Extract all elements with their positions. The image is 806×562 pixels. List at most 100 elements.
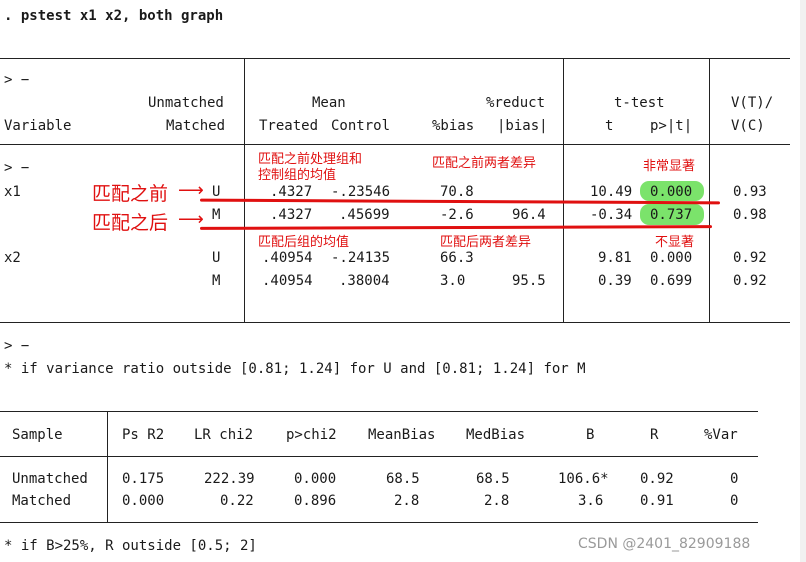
bt-cell: 0.92: [640, 471, 674, 487]
header-mean: Mean: [312, 95, 346, 111]
annotation-mean-note-1: 匹配之前处理组和: [258, 152, 363, 167]
bt-header-meanbias: MeanBias: [368, 427, 436, 443]
header-p: p>|t|: [650, 118, 693, 134]
annotation-very-significant: 非常显著: [643, 159, 696, 174]
row-p: 0.000: [650, 250, 693, 266]
row-bias: -2.6: [440, 207, 474, 223]
header-separator: [0, 144, 790, 145]
bt-cell: 2.8: [394, 493, 420, 509]
col-divider-1: [244, 58, 245, 322]
row-p: 0.737: [650, 207, 693, 223]
bt-header-r: R: [650, 427, 659, 443]
command-line: . pstest x1 x2, both graph: [4, 8, 224, 24]
row-bias: 70.8: [440, 184, 474, 200]
row-control: .45699: [339, 207, 390, 223]
bottom-table-bottom-border: [0, 522, 758, 523]
bt-cell: 0.000: [294, 471, 337, 487]
row-v: 0.98: [733, 207, 767, 223]
bt-cell: 0.896: [294, 493, 337, 509]
bt-cell: 68.5: [386, 471, 420, 487]
header-control: Control: [331, 118, 391, 134]
variance-ratio-note: * if variance ratio outside [0.81; 1.24]…: [4, 361, 586, 377]
bt-cell: 2.8: [484, 493, 510, 509]
highlight-p-after: [640, 204, 704, 225]
annotation-after-match: 匹配之后: [92, 212, 169, 234]
header-pct-reduct: %reduct: [486, 95, 546, 111]
annotation-before-match: 匹配之前: [92, 183, 169, 205]
bt-cell: 3.6: [578, 493, 604, 509]
prompt-3: > −: [4, 338, 30, 354]
annotation-mean-after: 匹配后组的均值: [258, 235, 350, 250]
prompt-1: > −: [4, 72, 30, 88]
underline-after-match: [199, 225, 713, 230]
header-matched: Matched: [166, 118, 226, 134]
row-t: -0.34: [590, 207, 633, 223]
annotation-diff-after: 匹配后两者差异: [440, 235, 532, 250]
row-treated: .4327: [270, 207, 313, 223]
arrow-right-icon: ⟶: [178, 180, 204, 201]
col-divider-3: [709, 58, 710, 322]
underline-before-match: [199, 198, 721, 205]
header-unmatched: Unmatched: [148, 95, 224, 111]
row-p: 0.699: [650, 273, 693, 289]
table-top-border: [0, 58, 790, 59]
bt-cell: 68.5: [476, 471, 510, 487]
annotation-mean-note-2: 控制组的均值: [258, 168, 337, 183]
row-t: 10.49: [590, 184, 633, 200]
bottom-table-header-separator: [0, 456, 758, 457]
row-var: x1: [4, 184, 21, 200]
bt-header-pct-var: %Var: [704, 427, 738, 443]
bt-header-sample: Sample: [12, 427, 63, 443]
bt-cell: 0.000: [122, 493, 165, 509]
bottom-col-divider: [107, 411, 108, 522]
header-treated: Treated: [259, 118, 319, 134]
header-pct-bias: %bias: [432, 118, 475, 134]
row-var: x2: [4, 250, 21, 266]
scrollbar[interactable]: [800, 0, 806, 562]
row-reduct: 95.5: [512, 273, 546, 289]
row-sample: U: [212, 250, 221, 266]
header-t: t: [605, 118, 614, 134]
bt-cell: Matched: [12, 493, 72, 509]
row-bias: 3.0: [440, 273, 466, 289]
row-sample: U: [212, 184, 221, 200]
bt-cell: 0: [730, 471, 739, 487]
header-vt: V(T)/: [731, 95, 774, 111]
header-ttest: t-test: [614, 95, 665, 111]
row-control: .38004: [339, 273, 390, 289]
header-variable: Variable: [4, 118, 72, 134]
bt-header-ps-r2: Ps R2: [122, 427, 165, 443]
bt-cell: 0.175: [122, 471, 165, 487]
annotation-diff-before: 匹配之前两者差异: [432, 156, 537, 171]
bt-cell: 222.39: [204, 471, 255, 487]
row-sample: M: [212, 207, 221, 223]
row-treated: .40954: [262, 250, 313, 266]
bt-header-p-chi2: p>chi2: [286, 427, 337, 443]
row-sample: M: [212, 273, 221, 289]
bt-header-medbias: MedBias: [466, 427, 526, 443]
bt-header-lr-chi2: LR chi2: [194, 427, 254, 443]
row-t: 0.39: [598, 273, 632, 289]
watermark: CSDN @2401_82909188: [578, 536, 751, 552]
bt-cell: Unmatched: [12, 471, 88, 487]
row-control: -.23546: [331, 184, 391, 200]
row-v: 0.92: [733, 250, 767, 266]
row-p: 0.000: [650, 184, 693, 200]
bt-cell: 0.91: [640, 493, 674, 509]
row-v: 0.92: [733, 273, 767, 289]
bottom-table-top-border: [0, 411, 758, 412]
row-control: -.24135: [331, 250, 391, 266]
header-abs-bias: |bias|: [497, 118, 548, 134]
row-reduct: 96.4: [512, 207, 546, 223]
row-bias: 66.3: [440, 250, 474, 266]
bt-header-b: B: [586, 427, 595, 443]
highlight-p-before: [640, 181, 704, 201]
col-divider-2: [563, 58, 564, 322]
bt-cell: 0.22: [220, 493, 254, 509]
row-v: 0.93: [733, 184, 767, 200]
bt-cell: 0: [730, 493, 739, 509]
row-treated: .40954: [262, 273, 313, 289]
row-treated: .4327: [270, 184, 313, 200]
header-vc: V(C): [731, 118, 765, 134]
bt-cell: 106.6*: [558, 471, 609, 487]
